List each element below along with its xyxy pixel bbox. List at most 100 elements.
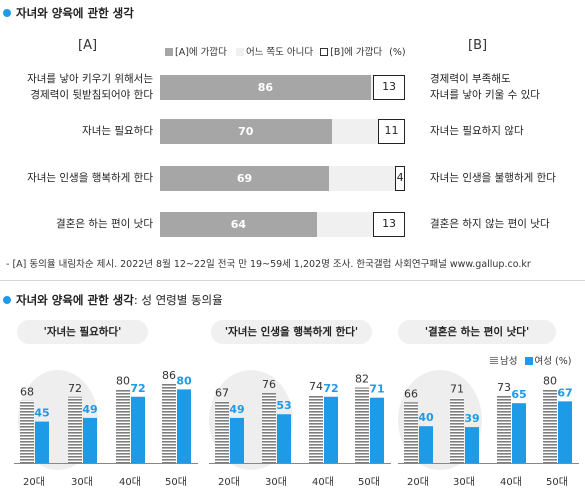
- row-label-a-line: 자녀는 인생을 행복하게 한다: [27, 172, 153, 184]
- bar-a: 70: [160, 118, 332, 144]
- label-male: 72: [68, 382, 82, 395]
- category-label: 50대: [358, 476, 380, 488]
- label-male: 82: [355, 373, 369, 386]
- bar-female: [277, 414, 291, 463]
- bar-female: [35, 421, 49, 463]
- footnote: - [A] 동의율 내림차순 제시. 2022년 8월 12~22일 전국 만 …: [6, 259, 531, 270]
- bar-female: [512, 403, 526, 463]
- legend-b-label: [B]에 가깝다: [330, 47, 383, 58]
- bar-b: 13: [373, 74, 405, 100]
- row-label-b: 결혼은 하지 않는 편이 낫다: [430, 216, 550, 232]
- label-female: 72: [130, 382, 145, 395]
- row-label-b: 자녀는 필요하지 않다: [430, 123, 524, 139]
- row-label-a: 자녀는 필요하다: [82, 123, 153, 139]
- row-label-b: 자녀는 인생을 불행하게 한다: [430, 170, 556, 186]
- label-female: 45: [34, 407, 49, 420]
- panel-title: '자녀는 인생을 행복하게 한다': [211, 320, 372, 344]
- row-label-a-line: 자녀는 필요하다: [82, 125, 153, 137]
- row-label-a-line: 자녀를 낳아 키우기 위해서는: [27, 73, 153, 85]
- bar-b: 13: [373, 211, 405, 237]
- bar-male: [450, 397, 464, 463]
- bar-neither: [370, 74, 374, 100]
- header-a: [A]: [78, 38, 98, 53]
- row-label-b-line: 경제력이 부족해도: [430, 73, 511, 85]
- category-label: 20대: [407, 476, 429, 488]
- label-female: 67: [557, 386, 572, 399]
- bar-female: [83, 417, 97, 463]
- legend-neither-label: 어느 쪽도 아니다: [245, 47, 314, 58]
- bar-female: [465, 427, 479, 463]
- section2-title: 자녀와 양육에 관한 생각: 성 연령별 동의율: [16, 292, 223, 308]
- label-male: 80: [116, 374, 130, 387]
- legend-female-swatch: [524, 357, 533, 365]
- label-male: 73: [497, 381, 511, 394]
- label-female: 53: [276, 399, 291, 412]
- section2-subtitle: : 성 연령별 동의율: [133, 293, 223, 307]
- label-male: 66: [404, 387, 418, 400]
- label-male: 67: [215, 386, 229, 399]
- bar-a: 64: [160, 211, 317, 237]
- label-female: 71: [369, 383, 384, 396]
- bar-b: 4: [395, 165, 405, 191]
- category-label: 30대: [71, 476, 93, 488]
- row-label-a-line: 결혼은 하는 편이 낫다: [56, 218, 153, 230]
- divider: [0, 280, 585, 281]
- category-label: 40대: [500, 476, 522, 488]
- section2-bullet-icon: [3, 296, 11, 304]
- bar-a: 86: [160, 74, 371, 100]
- label-female: 39: [464, 412, 479, 425]
- bar-male: [68, 396, 82, 463]
- bar-male: [497, 395, 511, 463]
- row-label-a: 결혼은 하는 편이 낫다: [56, 216, 153, 232]
- section1-title: 자녀와 양육에 관한 생각: [16, 6, 134, 20]
- label-male: 74: [309, 380, 323, 393]
- row-label-b-line: 결혼은 하지 않는 편이 낫다: [430, 218, 550, 230]
- label-female: 49: [82, 403, 97, 416]
- bar-female: [131, 396, 145, 463]
- bar-female: [324, 396, 338, 463]
- header-b: [B]: [468, 38, 488, 53]
- category-label: 30대: [265, 476, 287, 488]
- bar-a: 69: [160, 165, 330, 191]
- legend-unit-2: (%): [555, 356, 572, 367]
- legend-male-label: 남성: [500, 356, 518, 367]
- legend-male-swatch: [490, 357, 498, 365]
- bar-male: [162, 383, 176, 463]
- label-male: 86: [162, 369, 176, 382]
- legend-female-label: 여성: [534, 356, 552, 367]
- bar-male: [116, 389, 130, 463]
- bar-neither: [329, 165, 396, 191]
- panel-title: '결혼은 하는 편이 낫다': [398, 320, 556, 344]
- legend: [A]에 가깝다 어느 쪽도 아니다 [B]에 가깝다 (%): [165, 44, 406, 58]
- label-female: 49: [229, 403, 244, 416]
- legend-unit: (%): [389, 47, 406, 58]
- bar-neither: [331, 118, 379, 144]
- category-label: 50대: [546, 476, 568, 488]
- section2-title-main: 자녀와 양육에 관한 생각: [16, 293, 134, 307]
- bar-female: [230, 417, 244, 463]
- label-male: 71: [450, 383, 464, 396]
- legend-2: 남성 여성 (%): [490, 353, 571, 367]
- bar-male: [309, 394, 323, 463]
- row-label-b-line: 자녀는 필요하지 않다: [430, 125, 524, 137]
- bar-male: [262, 393, 276, 463]
- label-male: 80: [543, 374, 557, 387]
- bar-male: [355, 387, 369, 463]
- bar-male: [215, 401, 229, 463]
- label-female: 80: [176, 374, 192, 387]
- row-label-a-line: 경제력이 뒷받침되어야 한다: [30, 89, 153, 101]
- bar-female: [558, 401, 572, 463]
- bar-male: [404, 402, 418, 463]
- row-label-b-line: 자녀를 낳아 키울 수 있다: [430, 89, 540, 101]
- panel-title: '자녀는 필요하다': [17, 320, 148, 344]
- label-female: 72: [323, 382, 338, 395]
- label-female: 65: [511, 388, 526, 401]
- category-label: 50대: [165, 476, 187, 488]
- category-label: 30대: [453, 476, 475, 488]
- category-label: 40대: [312, 476, 334, 488]
- legend-neither-swatch: [235, 48, 244, 56]
- bar-neither: [316, 211, 374, 237]
- row-label-a: 자녀는 인생을 행복하게 한다: [27, 170, 153, 186]
